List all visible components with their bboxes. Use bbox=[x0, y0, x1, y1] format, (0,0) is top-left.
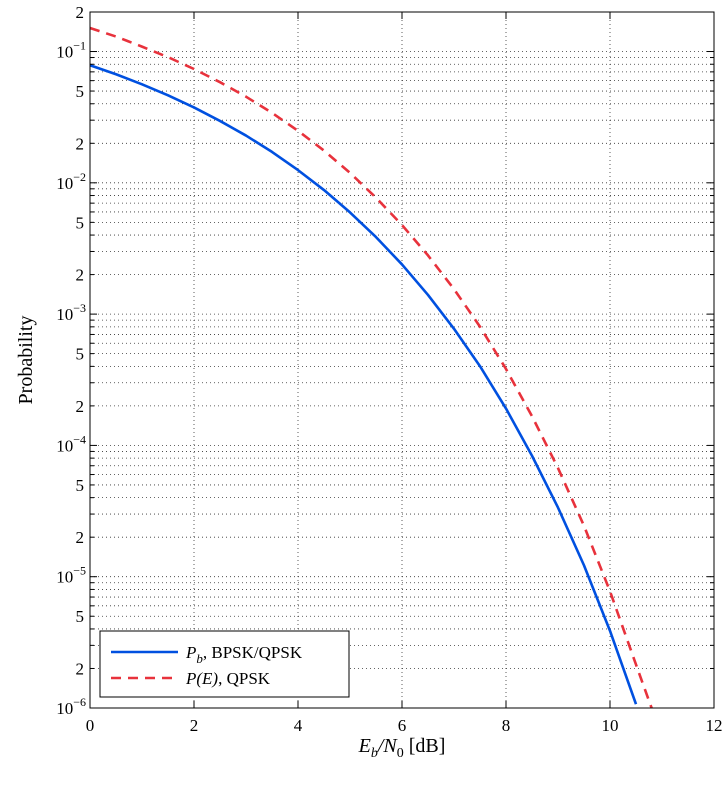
x-tick-label: 2 bbox=[190, 716, 199, 735]
x-tick-label: 0 bbox=[86, 716, 95, 735]
x-tick-label: 10 bbox=[602, 716, 619, 735]
series-line-PE_QPSK bbox=[89, 26, 653, 709]
y-tick-label-minor: 5 bbox=[76, 213, 85, 232]
x-tick-label: 4 bbox=[294, 716, 303, 735]
legend-label-pb: Pb, BPSK/QPSK bbox=[185, 643, 303, 666]
legend-box bbox=[99, 630, 350, 698]
x-tick-label: 8 bbox=[502, 716, 511, 735]
y-tick-label-minor: 2 bbox=[76, 659, 85, 678]
legend-label-pe: P(E), QPSK bbox=[185, 669, 271, 688]
y-tick-label-major: 10−4 bbox=[56, 432, 86, 455]
x-tick-label: 6 bbox=[398, 716, 407, 735]
y-tick-label-minor: 2 bbox=[76, 3, 85, 22]
y-tick-label-minor: 2 bbox=[76, 266, 85, 285]
grid bbox=[90, 12, 714, 708]
y-tick-label-minor: 5 bbox=[76, 345, 85, 364]
tick-labels: 0 2 4 6 8 10 12 10−6 10−5 10−4 10−3 10−2 10−1 2 5 2 5 2 5 2… bbox=[56, 3, 722, 735]
y-axis-title: Probability bbox=[15, 316, 37, 405]
y-tick-label-minor: 2 bbox=[76, 528, 85, 547]
y-tick-label-major: 10−2 bbox=[56, 170, 86, 193]
series-line-Pb_BPSK_QPSK bbox=[89, 64, 638, 705]
ticks bbox=[89, 11, 715, 709]
legend: Pb, BPSK/QPSK P(E), QPSK bbox=[99, 630, 350, 698]
y-tick-label-major: 10−5 bbox=[56, 564, 86, 587]
y-tick-label-minor: 5 bbox=[76, 476, 85, 495]
x-axis-title: Eb/N0 [dB] bbox=[358, 735, 446, 761]
y-tick-label-minor: 2 bbox=[76, 134, 85, 153]
y-tick-label-major: 10−6 bbox=[56, 695, 86, 718]
series-layer bbox=[89, 26, 653, 709]
y-tick-label-minor: 5 bbox=[76, 607, 85, 626]
y-tick-label-minor: 5 bbox=[76, 82, 85, 101]
x-tick-label: 12 bbox=[706, 716, 723, 735]
y-tick-label-major: 10−1 bbox=[56, 39, 86, 62]
y-tick-label-minor: 2 bbox=[76, 397, 85, 416]
y-tick-label-major: 10−3 bbox=[56, 301, 86, 324]
